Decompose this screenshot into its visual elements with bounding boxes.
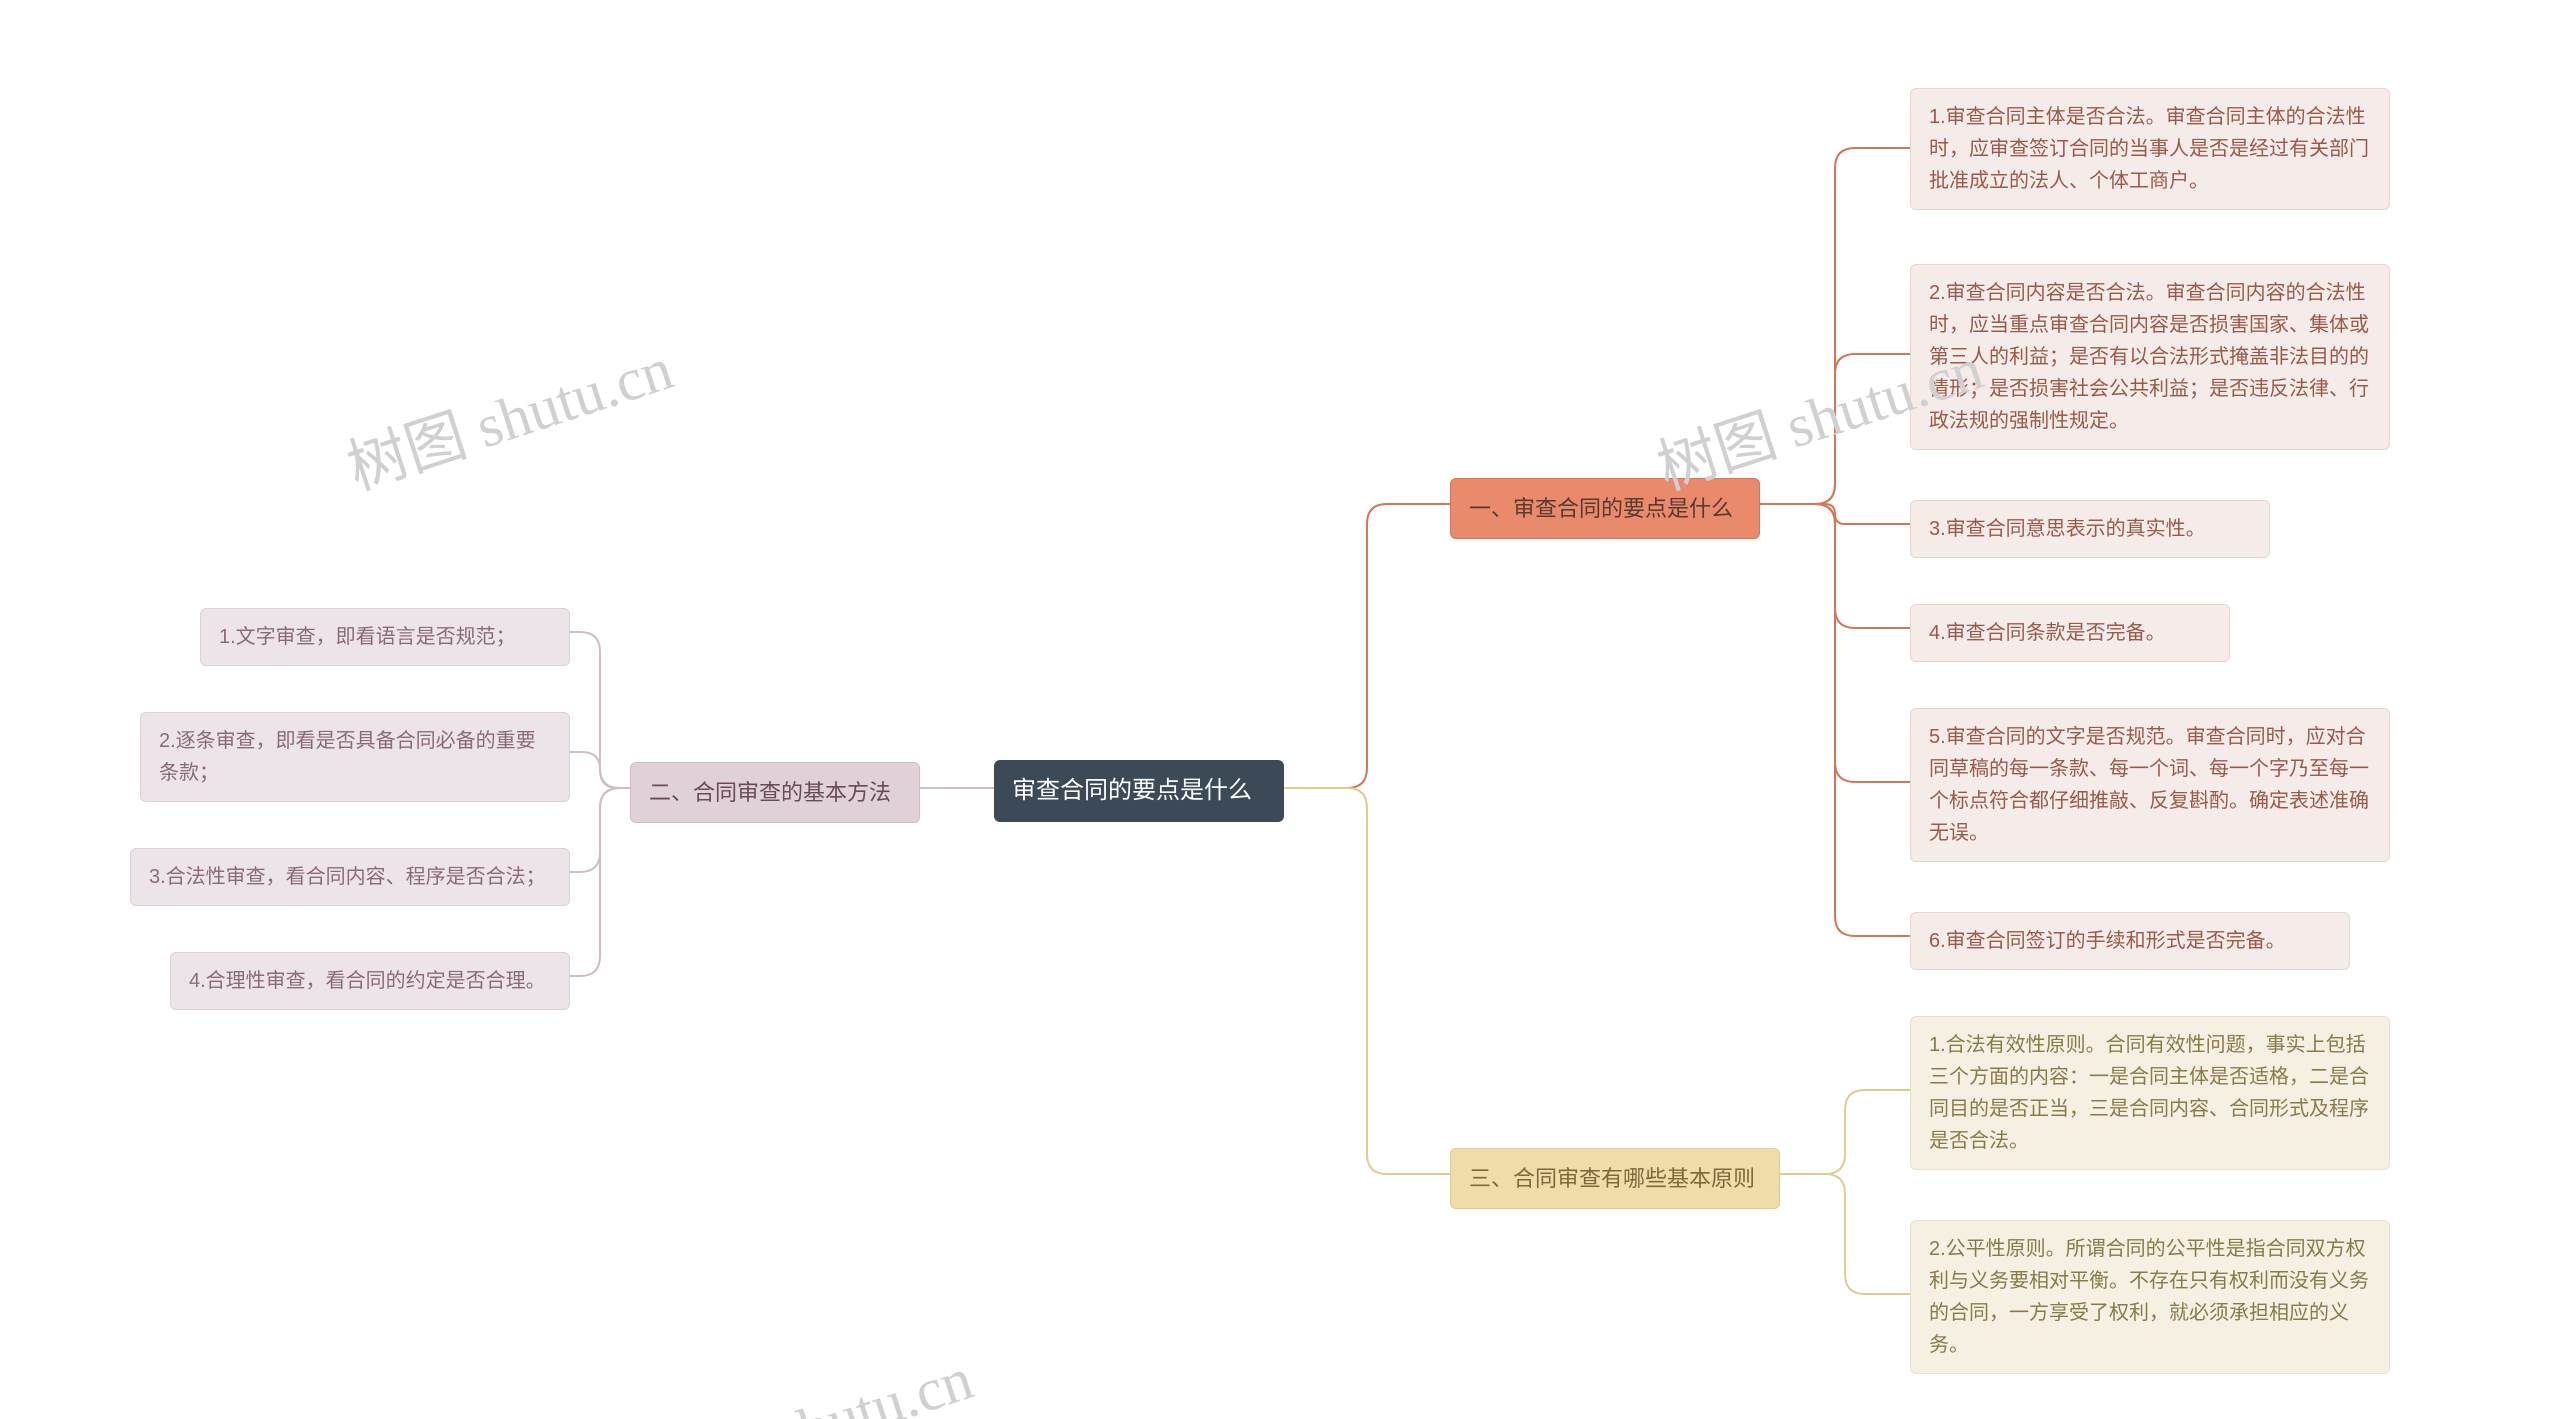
root-node: 审查合同的要点是什么 (994, 760, 1284, 822)
branch-b3: 三、合同审查有哪些基本原则 (1450, 1148, 1780, 1209)
leaf-b2l3: 3.合法性审查，看合同内容、程序是否合法； (130, 848, 570, 906)
branch-b2: 二、合同审查的基本方法 (630, 762, 920, 823)
leaf-b1l6: 6.审查合同签订的手续和形式是否完备。 (1910, 912, 2350, 970)
watermark: 树图 shutu.cn (335, 320, 682, 507)
leaf-b2l2: 2.逐条审查，即看是否具备合同必备的重要条款； (140, 712, 570, 802)
leaf-b1l2: 2.审查合同内容是否合法。审查合同内容的合法性时，应当重点审查合同内容是否损害国… (1910, 264, 2390, 450)
leaf-b1l4: 4.审查合同条款是否完备。 (1910, 604, 2230, 662)
leaf-b1l3: 3.审查合同意思表示的真实性。 (1910, 500, 2270, 558)
leaf-b2l4: 4.合理性审查，看合同的约定是否合理。 (170, 952, 570, 1010)
branch-b1: 一、审查合同的要点是什么 (1450, 478, 1760, 539)
leaf-b2l1: 1.文字审查，即看语言是否规范； (200, 608, 570, 666)
leaf-b1l1: 1.审查合同主体是否合法。审查合同主体的合法性时，应审查签订合同的当事人是否是经… (1910, 88, 2390, 210)
leaf-b3l1: 1.合法有效性原则。合同有效性问题，事实上包括三个方面的内容：一是合同主体是否适… (1910, 1016, 2390, 1170)
leaf-b1l5: 5.审查合同的文字是否规范。审查合同时，应对合同草稿的每一条款、每一个词、每一个… (1910, 708, 2390, 862)
watermark: 树图 shutu.cn (635, 1330, 982, 1419)
leaf-b3l2: 2.公平性原则。所谓合同的公平性是指合同双方权利与义务要相对平衡。不存在只有权利… (1910, 1220, 2390, 1374)
